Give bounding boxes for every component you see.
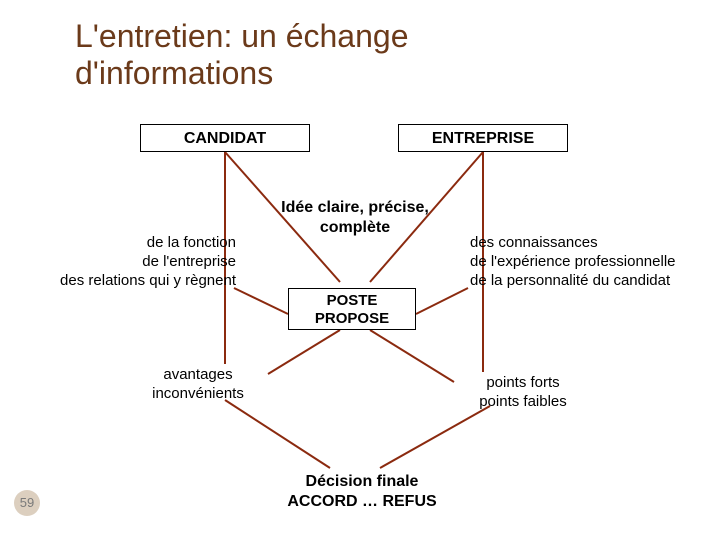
candidat-box: CANDIDAT <box>140 124 310 152</box>
poste-box: POSTEPROPOSE <box>288 288 416 330</box>
slide-title: L'entretien: un échange d'informations <box>75 18 555 92</box>
slide: L'entretien: un échange d'informations C… <box>0 0 720 540</box>
right-list: des connaissances de l'expérience profes… <box>470 234 688 290</box>
idee-label: Idée claire, précise, complète <box>280 198 430 238</box>
points-forts-faibles: points forts points faibles <box>448 374 598 412</box>
entreprise-box: ENTREPRISE <box>398 124 568 152</box>
avantages-inconvenients: avantages inconvénients <box>128 366 268 404</box>
decision-finale: Décision finale ACCORD … REFUS <box>252 472 472 512</box>
left-list: de la fonction de l'entreprise des relat… <box>56 234 236 290</box>
page-number: 59 <box>14 490 40 516</box>
